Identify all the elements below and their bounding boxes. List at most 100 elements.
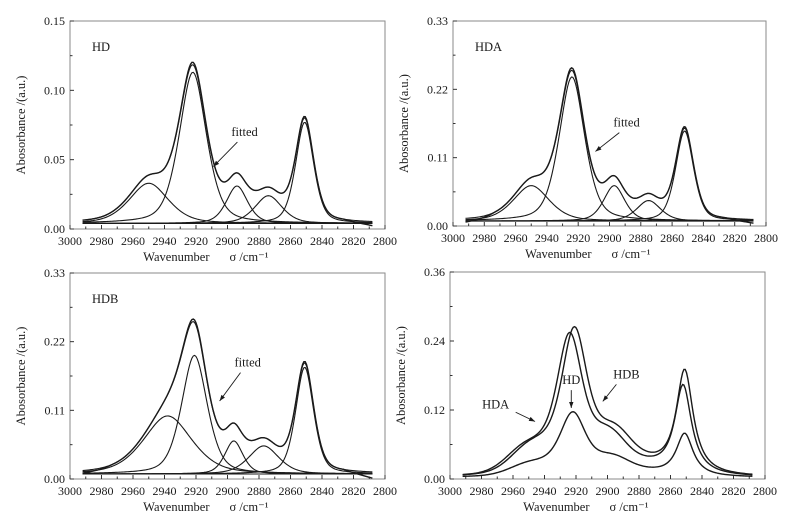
component-peak-3 — [82, 440, 373, 475]
measured-spectrum — [465, 66, 754, 224]
x-axis-label: Wavenumber — [525, 247, 592, 261]
y-tick-label: 0.11 — [427, 151, 448, 165]
y-axis-label: Abosorbance /(a.u.) — [14, 327, 28, 426]
x-axis-label: Wavenumber — [143, 500, 210, 514]
plot-frame — [69, 20, 386, 230]
x-tick-label: 3000 — [441, 231, 465, 245]
arrowhead — [213, 160, 220, 167]
panel-label: HD — [92, 40, 110, 54]
y-tick-label: 0.22 — [427, 82, 448, 96]
component-peak-1 — [465, 185, 754, 222]
x-tick-label: 2900 — [598, 231, 622, 245]
component-peak-5 — [82, 121, 373, 224]
x-tick-label: 2920 — [184, 484, 208, 498]
x-tick-label: 2800 — [373, 234, 397, 248]
x-tick-label: 2900 — [216, 234, 240, 248]
x-tick-label: 2880 — [247, 234, 271, 248]
y-tick-label: 0.00 — [424, 472, 445, 486]
x-tick-label: 2920 — [564, 484, 588, 498]
series-line-hda — [462, 331, 753, 476]
y-tick-label: 0.12 — [424, 403, 445, 417]
x-tick-label: 2980 — [90, 484, 114, 498]
y-tick-label: 0.05 — [44, 153, 65, 167]
plot-frame — [449, 271, 766, 480]
component-peak-5 — [82, 366, 373, 475]
x-tick-label: 2860 — [279, 234, 303, 248]
x-tick-label: 2860 — [279, 484, 303, 498]
fitted-annotation-label: fitted — [613, 116, 640, 130]
y-tick-label: 0.11 — [44, 403, 65, 417]
x-tick-label: 2820 — [722, 484, 746, 498]
measured-spectrum — [82, 61, 373, 227]
x-tick-label: 2880 — [627, 484, 651, 498]
x-tick-label: 2820 — [342, 484, 366, 498]
component-peak-1 — [82, 182, 373, 224]
chart-panel-hdb: 0.00 0.11 0.22 0.33 3000 2980 2960 2940 2920 2900… — [14, 266, 397, 514]
arrowhead — [569, 402, 574, 408]
y-axis-label: Abosorbance /(a.u.) — [397, 74, 411, 173]
series-label-hda: HDA — [482, 397, 509, 411]
y-tick-label: 0.00 — [427, 219, 448, 233]
x-tick-label: 3000 — [58, 234, 82, 248]
x-tick-label: 2880 — [629, 231, 653, 245]
y-tick-label: 0.22 — [44, 335, 65, 349]
y-tick-label: 0.33 — [44, 266, 65, 280]
x-tick-label: 2940 — [535, 231, 559, 245]
x-tick-label: 2800 — [373, 484, 397, 498]
fitted-curve — [465, 69, 754, 221]
x-axis-label: Wavenumber — [523, 500, 590, 514]
x-tick-label: 2980 — [90, 234, 114, 248]
y-axis-label: Abosorbance /(a.u.) — [14, 76, 28, 175]
arrowhead — [219, 394, 225, 401]
x-tick-label: 2840 — [310, 484, 334, 498]
x-axis-unit: σ /cm⁻¹ — [230, 500, 269, 514]
x-tick-label: 2860 — [659, 484, 683, 498]
series-line-hdb — [462, 325, 753, 476]
x-axis-unit: σ /cm⁻¹ — [610, 500, 649, 514]
x-tick-label: 2840 — [310, 234, 334, 248]
y-tick-label: 0.36 — [424, 265, 445, 279]
x-tick-label: 2900 — [216, 484, 240, 498]
x-tick-label: 2980 — [472, 231, 496, 245]
y-tick-label: 0.10 — [44, 83, 65, 97]
arrowhead — [595, 146, 602, 152]
y-tick-label: 0.00 — [44, 222, 65, 236]
y-axis-label: Abosorbance /(a.u.) — [394, 326, 408, 425]
x-tick-label: 3000 — [438, 484, 462, 498]
component-peak-4 — [82, 445, 373, 475]
x-tick-label: 2820 — [342, 234, 366, 248]
x-tick-label: 2940 — [153, 234, 177, 248]
fitted-annotation-label: fitted — [231, 125, 258, 139]
x-axis-unit: σ /cm⁻¹ — [612, 247, 651, 261]
x-tick-label: 2960 — [504, 231, 528, 245]
chart-panel-hda: 0.00 0.11 0.22 0.33 3000 2980 2960 2940 2920 2900… — [397, 14, 778, 261]
component-peak-3 — [465, 185, 754, 222]
chart-panel-overlay: 0.00 0.12 0.24 0.36 3000 2980 2960 2940 2920 2900… — [394, 265, 777, 514]
x-tick-label: 3000 — [58, 484, 82, 498]
x-tick-label: 2900 — [596, 484, 620, 498]
x-tick-label: 2840 — [691, 231, 715, 245]
component-peak-5 — [465, 130, 754, 222]
x-axis-unit: σ /cm⁻¹ — [230, 250, 269, 264]
component-peak-2 — [82, 71, 373, 224]
x-tick-label: 2920 — [184, 234, 208, 248]
y-tick-label: 0.00 — [44, 472, 65, 486]
y-tick-label: 0.33 — [427, 14, 448, 28]
x-tick-label: 2880 — [247, 484, 271, 498]
component-peak-2 — [465, 76, 754, 222]
x-tick-label: 2820 — [723, 231, 747, 245]
y-tick-label: 0.24 — [424, 334, 445, 348]
x-tick-label: 2920 — [566, 231, 590, 245]
series-label-hd: HD — [562, 373, 580, 387]
x-tick-label: 2980 — [470, 484, 494, 498]
panel-label: HDA — [475, 40, 502, 54]
x-tick-label: 2800 — [754, 231, 778, 245]
x-tick-label: 2860 — [660, 231, 684, 245]
x-tick-label: 2960 — [121, 484, 145, 498]
panel-label: HDB — [92, 292, 118, 306]
series-label-hdb: HDB — [613, 367, 639, 381]
component-peak-3 — [82, 185, 373, 224]
y-tick-label: 0.15 — [44, 14, 65, 28]
x-tick-label: 2960 — [501, 484, 525, 498]
